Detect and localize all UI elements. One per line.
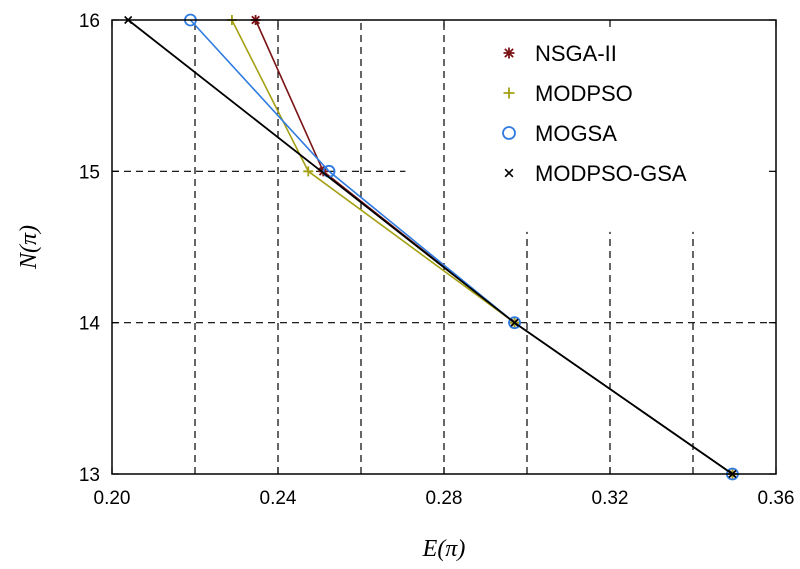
legend-label: MODPSO-GSA (535, 161, 687, 186)
marker-x (510, 318, 519, 327)
marker-circle (508, 316, 521, 330)
series-nsga-ii (250, 15, 738, 479)
legend-label: MODPSO (535, 81, 633, 106)
series-line (231, 19, 733, 475)
legend: NSGA-II MODPSO MOGSA MODPSO-GSA (502, 41, 687, 186)
x-tick-label: 0.28 (426, 488, 463, 509)
legend-item: MOGSA (502, 121, 617, 146)
x-tick-label: 0.36 (758, 488, 795, 509)
legend-label: MOGSA (535, 121, 617, 146)
legend-item: NSGA-II (503, 41, 617, 66)
x-axis-label: E(π) (422, 536, 466, 562)
x-tick-label: 0.20 (94, 488, 131, 509)
x-tick-labels: 0.20 0.24 0.28 0.32 0.36 (94, 488, 795, 509)
y-tick-label: 15 (79, 162, 100, 183)
x-tick-label: 0.32 (592, 488, 629, 509)
y-tick-label: 16 (79, 11, 100, 32)
legend-item: MODPSO-GSA (504, 161, 687, 186)
marker-plus (503, 87, 515, 99)
tick-marks (111, 19, 777, 475)
marker-plus (303, 166, 314, 177)
series-line (127, 19, 733, 475)
marker-x (504, 168, 514, 178)
series-line (189, 19, 733, 475)
marker-circle (502, 126, 516, 140)
series-line (254, 19, 733, 475)
series-layer (124, 13, 739, 481)
x-tick-label: 0.24 (260, 488, 297, 509)
y-tick-labels: 13 14 15 16 (79, 11, 101, 486)
marker-star (503, 47, 515, 59)
y-tick-label: 14 (79, 314, 101, 335)
y-axis-label: N(π) (16, 225, 42, 270)
series-modpso-gsa (124, 15, 737, 479)
grid (112, 20, 776, 474)
legend-item: MODPSO (503, 81, 633, 106)
y-tick-label: 13 (79, 465, 100, 486)
series-modpso (226, 15, 738, 479)
legend-label: NSGA-II (535, 41, 617, 66)
series-mogsa (184, 13, 739, 481)
